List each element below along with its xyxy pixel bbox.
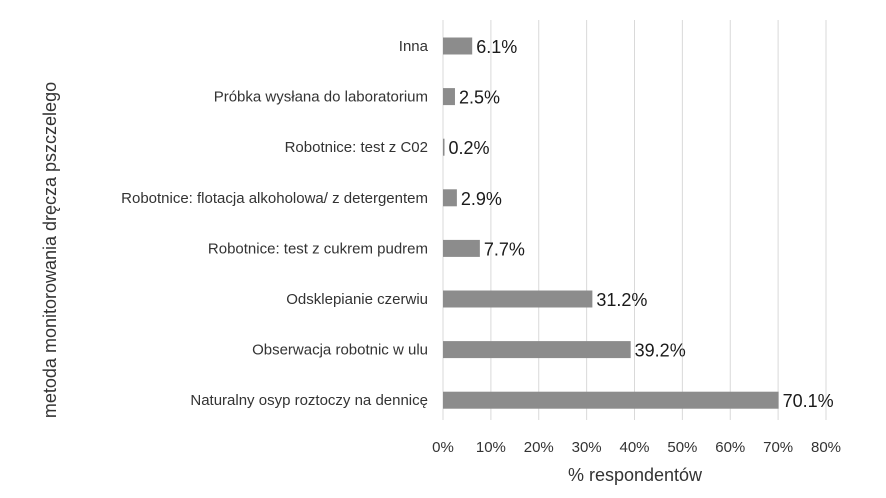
- category-label: Robotnice: test z cukrem pudrem: [208, 240, 428, 257]
- x-tick-label: 80%: [811, 439, 841, 456]
- x-tick-label: 60%: [715, 439, 745, 456]
- bar: [443, 341, 631, 359]
- data-label: 31.2%: [596, 290, 647, 310]
- x-tick-label: 30%: [572, 439, 602, 456]
- x-tick-label: 20%: [524, 439, 554, 456]
- x-tick-label: 0%: [432, 439, 454, 456]
- category-label: Odsklepianie czerwiu: [286, 291, 428, 308]
- x-tick-label: 70%: [763, 439, 793, 456]
- category-label: Naturalny osyp roztoczy na dennicę: [190, 392, 428, 409]
- category-label: Robotnice: flotacja alkoholowa/ z deterg…: [121, 190, 428, 207]
- x-tick-label: 10%: [476, 439, 506, 456]
- bar: [443, 37, 473, 55]
- category-label: Inna: [399, 38, 429, 55]
- bar: [443, 239, 480, 257]
- data-label: 0.2%: [449, 138, 490, 158]
- x-tick-labels: 0% 10% 20% 30% 40% 50% 60% 70% 80%: [432, 439, 841, 456]
- x-tick-label: 50%: [667, 439, 697, 456]
- bar: [443, 88, 455, 106]
- data-label: 6.1%: [476, 37, 517, 57]
- x-axis-title: % respondentów: [568, 465, 703, 485]
- data-label: 2.5%: [459, 88, 500, 108]
- y-axis-title: metoda monitorowania dręcza pszczelego: [40, 82, 60, 418]
- data-label: 70.1%: [783, 391, 834, 411]
- bar: [443, 189, 457, 207]
- bar: [443, 290, 593, 308]
- category-label: Próbka wysłana do laboratorium: [214, 89, 428, 106]
- bar: [443, 138, 445, 156]
- bars: [443, 37, 779, 409]
- x-tick-label: 40%: [619, 439, 649, 456]
- category-labels: Inna Próbka wysłana do laboratorium Robotn…: [121, 38, 429, 409]
- data-label: 2.9%: [461, 189, 502, 209]
- data-label: 39.2%: [635, 341, 686, 361]
- data-label: 7.7%: [484, 239, 525, 259]
- gridlines: [442, 20, 827, 420]
- bar: [443, 391, 779, 409]
- data-labels: 6.1% 2.5% 0.2% 2.9% 7.7% 31.2% 39.2% 70.1%: [449, 37, 834, 411]
- category-label: Robotnice: test z C02: [285, 139, 428, 156]
- category-label: Obserwacja robotnic w ulu: [252, 342, 428, 359]
